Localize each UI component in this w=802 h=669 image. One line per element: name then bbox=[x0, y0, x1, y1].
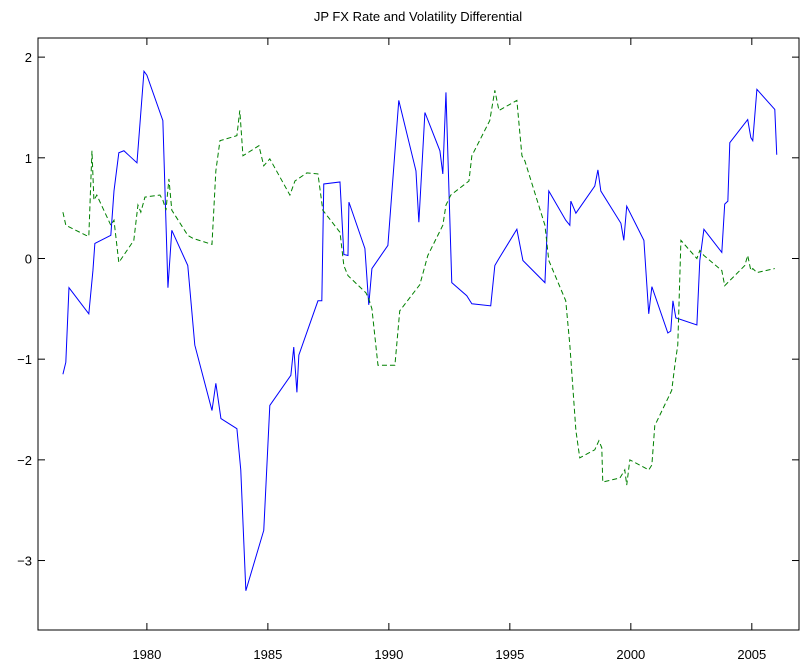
plot-frame bbox=[37, 37, 800, 631]
y-tick-label: 1 bbox=[25, 151, 32, 166]
x-tick-label: 1995 bbox=[495, 647, 524, 662]
x-tick-label: 2005 bbox=[737, 647, 766, 662]
x-tick-label: 1985 bbox=[253, 647, 282, 662]
x-tick-label: 1980 bbox=[132, 647, 161, 662]
y-tick-label: −2 bbox=[17, 453, 32, 468]
line-series bbox=[62, 69, 778, 591]
x-tick-label: 1990 bbox=[374, 647, 403, 662]
x-tick-label: 2000 bbox=[616, 647, 645, 662]
y-tick-label: 0 bbox=[25, 251, 32, 266]
y-tick-label: −1 bbox=[17, 352, 32, 367]
y-tick-label: 2 bbox=[25, 50, 32, 65]
y-tick-label: −3 bbox=[17, 554, 32, 569]
chart-title: JP FX Rate and Volatility Differential bbox=[314, 9, 522, 24]
line-series bbox=[62, 90, 775, 486]
